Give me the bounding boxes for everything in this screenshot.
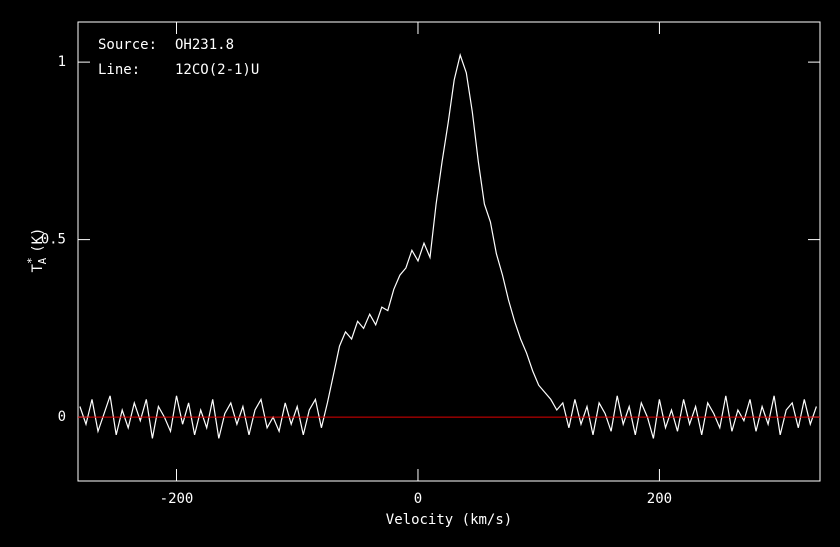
y-label-sub: A bbox=[36, 257, 49, 264]
x-tick-label: 200 bbox=[647, 491, 672, 507]
x-tick-label: -200 bbox=[160, 491, 194, 507]
y-label-sup: * bbox=[25, 257, 38, 264]
x-tick-label: 0 bbox=[414, 491, 422, 507]
y-tick-label: 0 bbox=[58, 409, 66, 425]
y-tick-label: 1 bbox=[58, 54, 66, 70]
source-label: Source: bbox=[98, 37, 157, 53]
line-name: 12CO(2-1)U bbox=[175, 62, 259, 78]
spectrum-line bbox=[79, 52, 817, 439]
x-axis-label: Velocity (km/s) bbox=[386, 512, 512, 528]
y-label-main: T bbox=[30, 263, 46, 272]
source: OH231.8 bbox=[175, 37, 234, 53]
y-label-unit: (K) bbox=[30, 228, 46, 253]
y-axis-label: T*A (K) bbox=[25, 228, 49, 273]
line-label: Line: bbox=[98, 62, 140, 78]
y-tick-label: 0.5 bbox=[41, 232, 66, 248]
plot-frame bbox=[77, 21, 821, 482]
